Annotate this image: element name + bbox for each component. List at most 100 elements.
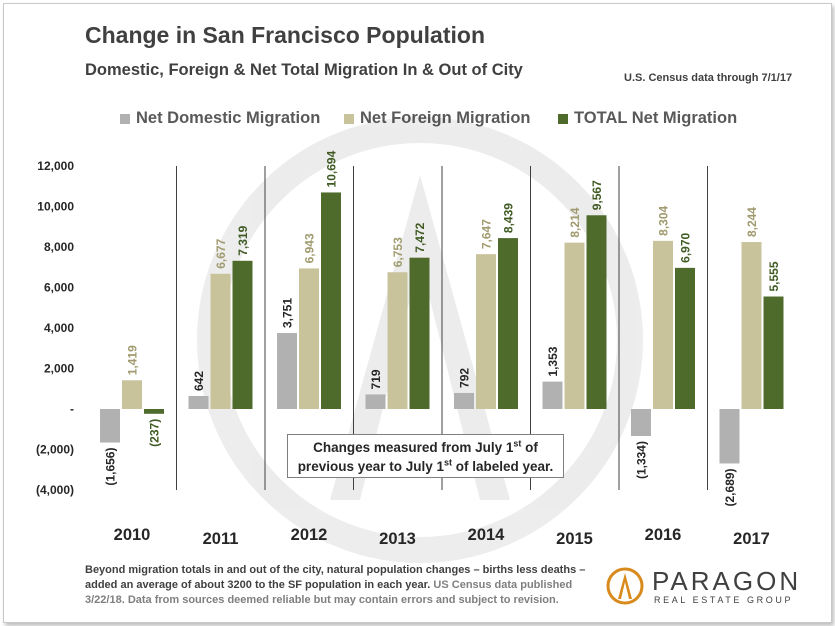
data-label: (1,334): [635, 441, 649, 479]
bar-net-domestic-migration: [631, 409, 651, 437]
data-label: 1,419: [126, 345, 140, 375]
bar-total-net-migration: [144, 409, 164, 414]
data-label: 3,751: [281, 298, 295, 328]
data-label: 1,353: [546, 346, 560, 376]
bar-net-domestic-migration: [277, 333, 297, 409]
footnote: Beyond migration totals in and out of th…: [85, 563, 590, 608]
data-labels: (1,656) 642 3,751 719 792 1,353 (1,334) (2,689)…: [104, 150, 782, 506]
legend-item-total: TOTAL Net Migration: [558, 109, 737, 128]
data-label: 8,304: [657, 205, 671, 235]
bar-net-foreign-migration: [299, 268, 319, 409]
legend: Net Domestic Migration Net Foreign Migra…: [0, 109, 835, 129]
footnote-source: US Census data published 3/22/18. Data f…: [85, 579, 573, 606]
bar-total-net-migration: [586, 215, 607, 409]
y-tick-label: -: [70, 402, 74, 416]
note-line2-pre: previous year to July 1: [297, 459, 444, 474]
bar-net-foreign-migration: [387, 272, 408, 409]
bars: [100, 192, 784, 464]
y-tick-label: 2,000: [44, 362, 74, 376]
note-line1-pre: Changes measured from July 1: [313, 440, 514, 455]
bar-total-net-migration: [763, 296, 784, 409]
note-line1-sup: st: [513, 438, 522, 449]
x-tick-label: 2017: [733, 530, 770, 548]
data-label: 642: [192, 371, 206, 391]
bar-net-foreign-migration: [564, 242, 585, 409]
y-tick-label: (2,000): [36, 443, 74, 457]
y-tick-label: 6,000: [44, 281, 74, 295]
bar-net-foreign-migration: [122, 380, 142, 409]
logo-name: PARAGON: [652, 566, 802, 596]
footnote-main: Beyond migration totals in and out of th…: [85, 564, 586, 591]
bar-net-foreign-migration: [476, 254, 496, 409]
x-tick-label: 2012: [291, 526, 328, 544]
paragon-emblem-icon: [606, 567, 644, 605]
data-label: 6,677: [214, 238, 228, 268]
paragon-logo: PARAGON REAL ESTATE GROUP: [605, 566, 805, 606]
x-tick-label: 2016: [645, 526, 682, 544]
x-tick-label: 2014: [468, 526, 506, 544]
data-label: 8,214: [568, 207, 582, 237]
bar-net-domestic-migration: [100, 409, 120, 443]
x-axis: 2010 2011 2012 2013 2014 2015 2016 2017: [114, 526, 770, 548]
source-note: U.S. Census data through 7/1/17: [624, 72, 793, 84]
bar-net-foreign-migration: [210, 273, 231, 409]
legend-label-total: TOTAL Net Migration: [574, 109, 738, 127]
note-line1-post: of: [521, 440, 538, 455]
note-line2-sup: st: [444, 457, 453, 468]
y-axis: 12,000 10,000 8,000 6,000 4,000 2,000 - (2,000)…: [36, 159, 74, 497]
data-label: 719: [369, 369, 383, 389]
legend-item-domestic: Net Domestic Migration: [120, 109, 320, 128]
bar-net-domestic-migration: [188, 395, 209, 409]
measurement-note: Changes measured from July 1st of previo…: [287, 434, 564, 478]
data-label: (1,656): [104, 448, 118, 486]
bar-total-net-migration: [232, 260, 253, 409]
data-label: 6,753: [391, 237, 405, 267]
legend-item-foreign: Net Foreign Migration: [344, 109, 531, 128]
x-tick-label: 2010: [114, 526, 151, 544]
data-label: 8,439: [502, 203, 516, 233]
data-label: 7,472: [413, 222, 427, 252]
x-tick-label: 2011: [203, 530, 239, 548]
bar-net-domestic-migration: [542, 381, 563, 409]
legend-swatch-domestic: [120, 113, 130, 124]
bar-net-domestic-migration: [365, 394, 386, 409]
legend-swatch-foreign: [344, 113, 354, 124]
chart-subtitle: Domestic, Foreign & Net Total Migration …: [85, 61, 523, 79]
bar-net-domestic-migration: [454, 392, 474, 409]
data-label: 8,244: [745, 207, 759, 237]
legend-label-foreign: Net Foreign Migration: [360, 109, 531, 127]
y-tick-label: 12,000: [37, 159, 74, 173]
measurement-note-line1: Changes measured from July 1st of: [288, 438, 563, 457]
chart-title: Change in San Francisco Population: [85, 22, 485, 48]
measurement-note-line2: previous year to July 1st of labeled yea…: [288, 457, 563, 476]
y-tick-label: (4,000): [36, 483, 74, 497]
logo-tagline: REAL ESTATE GROUP: [654, 595, 794, 605]
bar-total-net-migration: [498, 238, 518, 409]
data-label: 6,970: [679, 233, 693, 263]
x-tick-label: 2015: [556, 530, 593, 548]
y-tick-label: 10,000: [37, 200, 74, 214]
data-label: 7,319: [236, 225, 250, 255]
legend-label-domestic: Net Domestic Migration: [136, 109, 321, 127]
data-label: (2,689): [723, 468, 737, 506]
legend-swatch-total: [558, 113, 568, 124]
data-label: (237): [148, 419, 162, 447]
bar-net-foreign-migration: [653, 240, 673, 409]
data-label: 10,694: [325, 150, 339, 187]
y-tick-label: 4,000: [44, 321, 74, 335]
bar-net-domestic-migration: [719, 409, 740, 464]
x-tick-label: 2013: [379, 530, 416, 548]
bar-total-net-migration: [321, 192, 341, 409]
data-label: 7,647: [480, 219, 494, 249]
bar-total-net-migration: [409, 257, 430, 409]
data-label: 9,567: [590, 180, 604, 210]
note-line2-post: of labeled year.: [452, 459, 554, 474]
data-label: 6,943: [303, 233, 317, 263]
bar-net-foreign-migration: [741, 242, 762, 409]
data-label: 792: [458, 368, 472, 388]
y-tick-label: 8,000: [44, 240, 74, 254]
bar-total-net-migration: [675, 267, 695, 409]
data-label: 5,555: [767, 261, 781, 291]
watermark-logo: [197, 117, 643, 563]
